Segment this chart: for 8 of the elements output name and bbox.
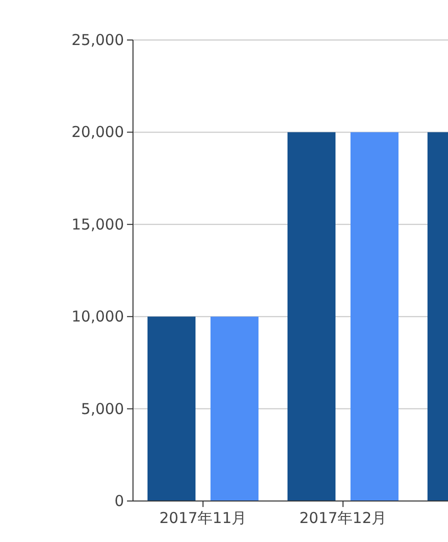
- x-tick-label: 2017年12月: [299, 509, 387, 527]
- y-tick-label: 10,000: [72, 308, 124, 326]
- y-tick-label: 15,000: [72, 215, 124, 234]
- y-tick-label: 5,000: [81, 400, 124, 418]
- y-tick-label: 0: [114, 492, 124, 510]
- y-tick-label: 25,000: [72, 31, 124, 49]
- y-tick-label: 20,000: [72, 123, 124, 142]
- x-tick-label: 2017年11月: [159, 509, 247, 527]
